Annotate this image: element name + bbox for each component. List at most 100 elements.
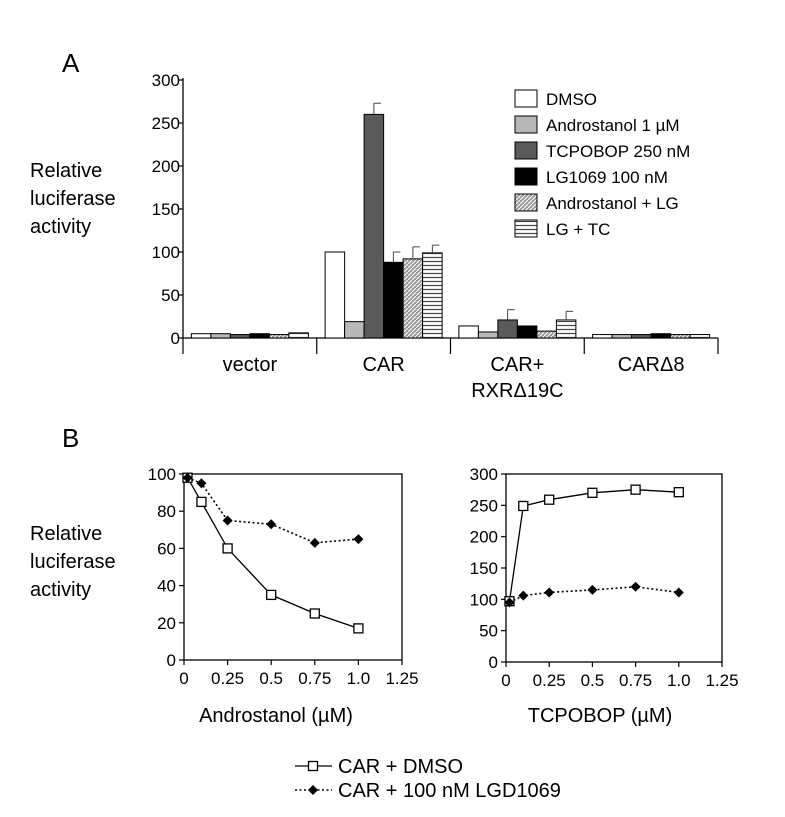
bar-car-tcpobop-250-nm [363,113,385,339]
panel-a-group-label: CAR [363,354,405,376]
androstanol-frame [183,473,403,661]
legend-label-androstanol-lg: Androstanol + LG [546,194,679,213]
tcpobop-x-tick-label: 0.75 [619,671,652,690]
legend-open-square-marker [307,760,319,772]
androstanol-y-tick-label: 20 [157,614,176,633]
androstanol-x-tick-label: 0.25 [211,669,244,688]
panel-a-group-label: CAR+ [490,354,544,376]
legend-swatch-tcpobop-250-nm [514,141,538,160]
panel-a-legend: DMSO Androstanol 1 µM TCPOBOP 250 nM LG1069… [514,89,690,239]
androstanol-y-tick-label: 80 [157,502,176,521]
panel-b-tcpobop-plot: 0 50 100 150 200 250 300 0 0.25 0.5 0.75 1.0 1.25 [470,465,739,690]
androstanol-x-tick-label: 0.5 [259,669,283,688]
panel-b-ylabel-line-3: activity [30,579,91,601]
legend-label-tcpobop-250-nm: TCPOBOP 250 nM [546,142,690,161]
bar-car-rxr-19c-androstanol-1-m [477,331,499,339]
androstanol-point-car-100-nm-lgd1069 [266,519,277,530]
tcpobop-x-tick-label: 1.0 [667,671,691,690]
androstanol-point-car-100-nm-lgd1069 [196,478,207,489]
bar-car-lg1069-100-nm [383,261,404,339]
panel-a-y-tick-label: 250 [152,114,180,133]
legend-filled-diamond-marker [308,785,318,795]
tcpobop-point-car-100-nm-lgd1069 [518,590,529,601]
legend-label-androstanol-1-m: Androstanol 1 µM [546,116,680,135]
bar-car-dmso [324,251,346,339]
panel-b-ylabel-line-1: Relative [30,523,102,545]
panel-b-letter: B [62,423,79,453]
androstanol-point-car-dmso [196,496,207,508]
tcpobop-y-tick-label: 300 [470,465,498,484]
panel-a-group-label: vector [223,354,278,376]
bar-car-8-lg1069-100-nm [650,333,672,339]
tcpobop-y-tick-label: 0 [489,653,498,672]
tcpobop-point-car-dmso [587,487,598,498]
legend-swatch-lg1069-100-nm [514,167,538,186]
tcpobop-point-car-dmso [630,484,641,495]
tcpobop-point-car-100-nm-lgd1069 [630,581,641,592]
androstanol-y-tick-label: 0 [167,651,176,670]
tcpobop-point-car-100-nm-lgd1069 [673,587,684,598]
legend-label-car-dmso: CAR + DMSO [338,756,463,778]
bar-car-8-tcpobop-250-nm [631,334,652,339]
legend-swatch-lg-tc [514,219,538,238]
panel-a-letter: A [62,48,80,78]
panel-b-androstanol-plot: 0 20 40 60 80 100 0 0.25 0.5 0.75 1.0 1.25 [148,465,419,688]
legend-label-lg1069-100-nm: LG1069 100 nM [546,168,668,187]
tcpobop-point-car-dmso [673,487,684,498]
bar-car-rxr-19c-androstanol-lg [536,330,557,339]
tcpobop-x-tick-label: 0.5 [581,671,605,690]
bar-car-8-androstanol-lg [670,334,691,339]
panel-a-y-tick-label: 300 [152,71,180,90]
panel-a-y-tick-label: 50 [161,286,180,305]
bar-vector-tcpobop-250-nm [229,334,251,339]
androstanol-point-car-dmso [309,608,320,619]
androstanol-point-car-100-nm-lgd1069 [222,515,233,526]
bar-vector-androstanol-lg [268,334,290,339]
androstanol-x-tick-label: 1.0 [347,669,371,688]
panel-a-ylabel-line-2: luciferase [30,188,116,210]
bar-car-androstanol-lg [402,258,424,339]
bar-vector-androstanol-1-m [210,333,231,339]
bar-car-rxr-19c-lg1069-100-nm [516,325,538,339]
panel-a-ylabel-line-1: Relative [30,160,102,182]
panel-a-ylabel-line-3: activity [30,216,91,238]
panel-b-ylabel-line-2: luciferase [30,551,116,573]
androstanol-x-tick-label: 0.75 [298,669,331,688]
legend-label-lg-tc: LG + TC [546,220,610,239]
androstanol-point-car-dmso [266,589,277,601]
legend-swatch-androstanol-lg [514,193,538,212]
androstanol-point-car-dmso [353,623,364,634]
tcpobop-point-car-100-nm-lgd1069 [504,597,515,608]
tcpobop-y-tick-label: 250 [470,496,498,515]
tcpobop-point-car-100-nm-lgd1069 [587,584,598,595]
tcpobop-y-tick-label: 200 [470,528,498,547]
tcpobop-point-car-dmso [518,500,529,512]
tcpobop-line-car-dmso [508,489,679,602]
bar-vector-dmso [190,333,212,339]
bar-car-rxr-19c-tcpobop-250-nm [497,319,518,339]
bar-vector-lg-tc [288,332,309,339]
androstanol-point-car-100-nm-lgd1069 [309,537,320,548]
legend-swatch-dmso [514,89,538,108]
bar-car-rxr-19c-dmso [458,325,479,339]
legend-swatch-androstanol-1-m [514,115,538,134]
legend-label-car-lgd1069: CAR + 100 nM LGD1069 [338,780,561,802]
tcpobop-y-tick-label: 150 [470,559,498,578]
tcpobop-point-car-100-nm-lgd1069 [544,587,555,598]
bar-car-8-lg-tc [689,334,711,339]
bar-car-8-dmso [592,334,613,339]
tcpobop-y-tick-label: 50 [479,622,498,641]
androstanol-point-car-dmso [222,543,233,554]
tcpobop-point-car-dmso [544,494,555,505]
tcpobop-x-tick-label: 0 [501,671,510,690]
androstanol-y-tick-label: 60 [157,539,176,558]
androstanol-point-car-100-nm-lgd1069 [182,472,193,483]
androstanol-x-tick-label: 0 [179,669,188,688]
androstanol-y-tick-label: 40 [157,577,176,596]
bar-car-lg-tc [422,252,443,339]
androstanol-line-car-100-nm-lgd1069 [187,476,359,544]
panel-a-group-label: RXRΔ19C [471,380,563,402]
androstanol-line-car-dmso [186,477,359,630]
